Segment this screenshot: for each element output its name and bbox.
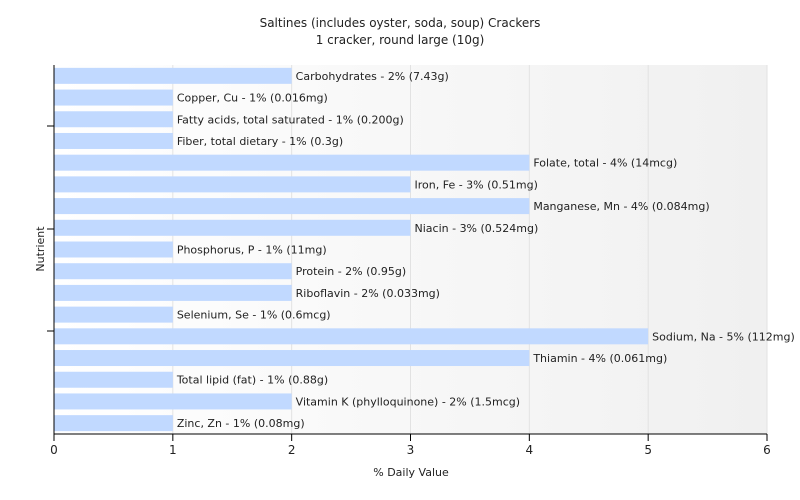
bar [54,328,649,345]
bar [54,241,173,258]
bar-label: Total lipid (fat) - 1% (0.88g) [176,374,328,387]
bar [54,371,173,388]
bar [54,219,411,236]
bar [54,393,292,410]
bar-label: Phosphorus, P - 1% (11mg) [177,244,327,257]
x-tick-label: 0 [50,443,58,457]
x-axis-label: % Daily Value [373,466,449,479]
chart-subtitle: 1 cracker, round large (10g) [316,33,485,47]
bar-label: Riboflavin - 2% (0.033mg) [296,287,440,300]
bar [54,306,173,323]
chart-title: Saltines (includes oyster, soda, soup) C… [260,16,541,30]
bar [54,67,292,84]
bar-label: Copper, Cu - 1% (0.016mg) [177,92,328,105]
bar-label: Manganese, Mn - 4% (0.084mg) [533,200,709,213]
y-axis-label: Nutrient [34,226,47,272]
x-tick-label: 4 [526,443,534,457]
bar [54,89,173,106]
x-tick-label: 6 [763,443,771,457]
bar-label: Niacin - 3% (0.524mg) [415,222,539,235]
label-layer: Carbohydrates - 2% (7.43g) Copper, Cu - 1… [176,70,795,430]
bar-layer [54,67,649,432]
bar [54,284,292,301]
bar-label: Folate, total - 4% (14mcg) [533,157,677,170]
bar [54,176,411,193]
bar [54,415,173,432]
bar-label: Sodium, Na - 5% (112mg) [652,330,795,343]
x-tick-label: 3 [407,443,415,457]
bar [54,111,173,128]
bar [54,198,530,215]
grid-layer [172,65,768,434]
bar [54,263,292,280]
x-tick-label: 2 [288,443,296,457]
bar-label: Vitamin K (phylloquinone) - 2% (1.5mcg) [296,395,520,408]
bar-label: Selenium, Se - 1% (0.6mcg) [177,309,331,322]
bar-label: Zinc, Zn - 1% (0.08mg) [177,417,305,430]
x-tick-label: 1 [169,443,177,457]
bar-label: Fatty acids, total saturated - 1% (0.200… [177,113,404,126]
bar-label: Thiamin - 4% (0.061mg) [532,352,667,365]
x-tick-layer: 0 1 2 3 4 5 6 [50,434,771,457]
bar-label: Carbohydrates - 2% (7.43g) [296,70,449,83]
bar [54,154,530,171]
bar-label: Fiber, total dietary - 1% (0.3g) [177,135,343,148]
x-tick-label: 5 [644,443,652,457]
bar [54,350,530,367]
bar-label: Iron, Fe - 3% (0.51mg) [415,178,538,191]
bar [54,132,173,149]
bar-label: Protein - 2% (0.95g) [296,265,407,278]
